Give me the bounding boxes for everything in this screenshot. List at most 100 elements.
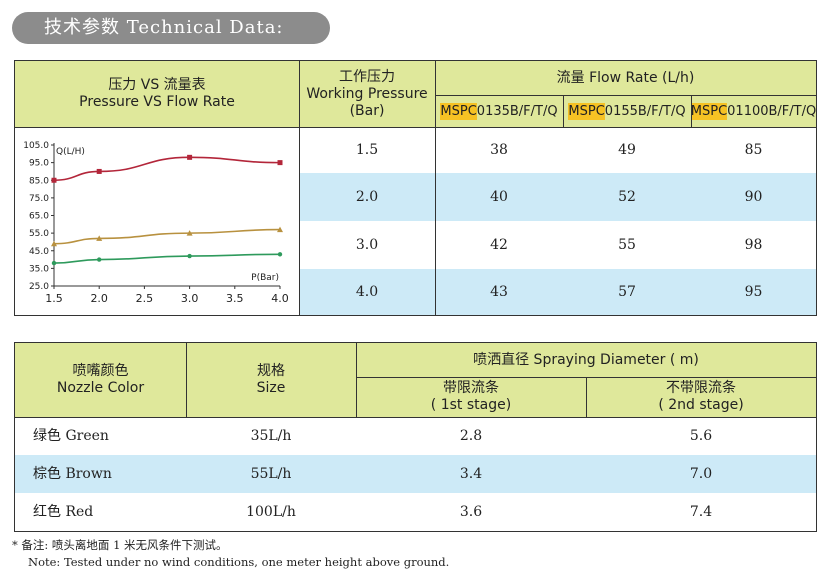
stage2-header-cn: 不带限流条 — [666, 380, 736, 396]
diameter-header-label: 喷洒直径 Spraying Diameter ( m) — [473, 351, 699, 368]
series-line — [53, 253, 281, 264]
data-point — [187, 154, 193, 160]
data-point — [277, 252, 283, 257]
color-header-cn: 喷嘴颜色 — [72, 363, 129, 379]
divider — [691, 95, 692, 127]
data-point — [96, 235, 103, 241]
stage2-cell: 7.0 — [689, 465, 713, 482]
model-prefix: MSPC — [690, 102, 728, 120]
divider — [15, 127, 816, 128]
pressure-cell: 1.5 — [355, 141, 379, 158]
section-title: 技术参数 Technical Data: — [12, 12, 330, 44]
table-row: 棕色 Brown 55L/h 3.4 7.0 — [15, 455, 816, 493]
model-header-1: MSPC 0135B/F/T/Q — [435, 95, 563, 127]
y-tick-label: 65.0 — [29, 212, 49, 222]
flow-cell: 98 — [744, 236, 763, 253]
model-suffix: 0155B/F/T/Q — [604, 103, 686, 119]
table-row: 绿色 Green 35L/h 2.8 5.6 — [15, 417, 816, 455]
chart-header: 压力 VS 流量表 Pressure VS Flow Rate — [15, 61, 299, 127]
divider — [15, 417, 816, 418]
y-tick-label: 25.0 — [29, 282, 49, 292]
divider — [356, 343, 357, 417]
flow-rate-table: 压力 VS 流量表 Pressure VS Flow Rate 工作压力 Wor… — [14, 60, 817, 316]
y-tick-label: 55.0 — [29, 229, 49, 239]
data-point — [51, 240, 57, 247]
color-header: 喷嘴颜色 Nozzle Color — [15, 343, 186, 417]
flow-cell: 52 — [618, 188, 636, 205]
stage2-cell: 5.6 — [689, 427, 713, 444]
note-en: Note: Tested under no wind conditions, o… — [28, 555, 450, 569]
table-row: 3.0 42 55 98 — [299, 221, 816, 269]
model-prefix: MSPC — [440, 102, 477, 120]
color-cell: 绿色 Green — [33, 427, 109, 444]
stage2-cell: 7.4 — [689, 503, 713, 520]
flow-cell: 90 — [744, 188, 763, 205]
divider — [435, 95, 816, 96]
size-header: 规格 Size — [186, 343, 356, 417]
divider — [563, 95, 564, 127]
note-cn: * 备注: 喷头离地面 1 米无风条件下测试。 — [12, 538, 228, 552]
color-header-en: Nozzle Color — [56, 380, 145, 396]
model-suffix: 01100B/F/T/Q — [727, 103, 817, 119]
divider — [586, 377, 587, 417]
stage2-header-en: ( 2nd stage) — [658, 397, 744, 413]
flow-cell: 55 — [618, 236, 636, 253]
size-cell: 55L/h — [250, 465, 292, 482]
x-tick-label: 4.0 — [271, 292, 289, 305]
table-row: 红色 Red 100L/h 3.6 7.4 — [15, 493, 816, 531]
flow-cell: 85 — [744, 141, 763, 158]
flow-cell: 38 — [490, 141, 508, 158]
x-tick-label: 1.5 — [45, 292, 63, 305]
y-tick-label: 35.0 — [29, 264, 49, 274]
data-point — [277, 160, 283, 166]
size-cell: 100L/h — [246, 503, 296, 520]
y-tick-label: 45.0 — [29, 247, 49, 257]
chart-header-cn: 压力 VS 流量表 — [108, 77, 206, 93]
y-tick-label: 75.0 — [29, 194, 49, 204]
model-suffix: 0135B/F/T/Q — [476, 103, 558, 119]
size-header-cn: 规格 — [257, 363, 285, 379]
stage1-header-en: ( 1st stage) — [430, 397, 512, 413]
pressure-cell: 2.0 — [355, 188, 379, 205]
stage2-header: 不带限流条 ( 2nd stage) — [586, 377, 816, 417]
flow-cell: 40 — [490, 188, 508, 205]
size-header-en: Size — [256, 380, 286, 396]
flow-rate-header-label: 流量 Flow Rate (L/h) — [556, 69, 695, 86]
data-point — [187, 253, 192, 259]
flow-cell: 57 — [618, 283, 636, 300]
model-header-2: MSPC 0155B/F/T/Q — [563, 95, 691, 127]
x-tick-label: 2.5 — [136, 292, 154, 305]
data-point — [277, 226, 283, 233]
y-axis-label: Q(L/H) — [56, 147, 85, 157]
stage1-header: 带限流条 ( 1st stage) — [356, 377, 586, 417]
color-cell: 红色 Red — [33, 503, 94, 520]
data-point — [186, 230, 193, 236]
divider — [186, 343, 187, 417]
pressure-cell: 4.0 — [355, 283, 379, 300]
model-prefix: MSPC — [568, 102, 605, 120]
spray-diameter-table: 喷嘴颜色 Nozzle Color 规格 Size 喷洒直径 Spraying … — [14, 342, 817, 532]
flow-cell: 43 — [490, 283, 508, 300]
table-row: 4.0 43 57 95 — [299, 269, 816, 315]
pressure-flow-chart: 105.0 95.0 85.0 75.0 65.0 55.0 45.0 35.0 25.01.5… — [23, 141, 289, 305]
pressure-header-en: Working Pressure — [306, 85, 428, 102]
flow-rate-header: 流量 Flow Rate (L/h) — [435, 61, 816, 95]
series-line — [53, 156, 281, 182]
series-line — [53, 228, 281, 245]
x-tick-label: 3.5 — [226, 292, 244, 305]
stage1-header-cn: 带限流条 — [443, 380, 499, 396]
divider — [299, 61, 300, 315]
stage1-cell: 3.6 — [459, 503, 483, 520]
pressure-cell: 3.0 — [355, 236, 379, 253]
x-tick-label: 2.0 — [90, 292, 108, 305]
data-point — [51, 177, 57, 183]
x-tick-label: 3.0 — [181, 292, 199, 305]
data-point — [96, 168, 102, 174]
flow-cell: 49 — [618, 141, 636, 158]
color-cell: 棕色 Brown — [33, 465, 112, 482]
data-point — [51, 260, 57, 266]
model-header-3: MSPC 01100B/F/T/Q — [690, 95, 817, 127]
x-axis-label: P(Bar) — [251, 273, 279, 283]
pressure-header: 工作压力 Working Pressure (Bar) — [299, 61, 435, 127]
stage1-cell: 2.8 — [459, 427, 483, 444]
